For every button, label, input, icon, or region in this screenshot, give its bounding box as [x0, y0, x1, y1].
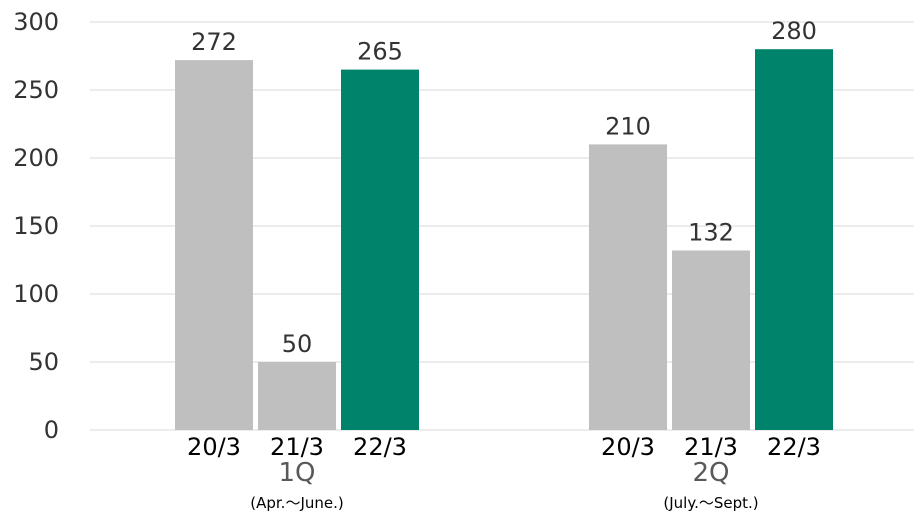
data-label: 210	[605, 112, 651, 140]
data-label: 280	[771, 17, 817, 45]
group-label: 2Q	[692, 458, 729, 488]
bar	[341, 69, 419, 430]
category-label: 20/3	[187, 433, 241, 461]
category-label: 22/3	[767, 433, 821, 461]
category-label: 21/3	[684, 433, 738, 461]
category-label: 22/3	[353, 433, 407, 461]
bar	[672, 250, 750, 430]
data-label: 50	[282, 330, 313, 358]
data-label: 265	[357, 38, 403, 66]
group-sublabel: (July.～Sept.)	[663, 494, 758, 512]
y-tick-label: 250	[13, 76, 59, 104]
data-label: 272	[191, 28, 237, 56]
bar	[175, 60, 253, 430]
bar	[258, 362, 336, 430]
y-tick-label: 150	[13, 212, 59, 240]
y-tick-label: 0	[44, 416, 59, 444]
bar	[755, 49, 833, 430]
data-label: 132	[688, 218, 734, 246]
group-label: 1Q	[278, 458, 315, 488]
y-axis-ticks: 0 50 100 150 200 250 300	[13, 8, 59, 444]
group-sublabel: (Apr.～June.)	[250, 494, 343, 512]
y-tick-label: 100	[13, 280, 59, 308]
data-labels: 272 50 265 210 132 280	[191, 17, 817, 358]
category-label: 21/3	[270, 433, 324, 461]
y-tick-label: 300	[13, 8, 59, 36]
category-labels: 20/3 21/3 22/3 20/3 21/3 22/3	[187, 433, 821, 461]
bars	[175, 49, 833, 430]
y-tick-label: 50	[28, 348, 59, 376]
group-labels: 1Q (Apr.～June.) 2Q (July.～Sept.)	[250, 458, 758, 512]
bar	[589, 144, 667, 430]
category-label: 20/3	[601, 433, 655, 461]
y-tick-label: 200	[13, 144, 59, 172]
